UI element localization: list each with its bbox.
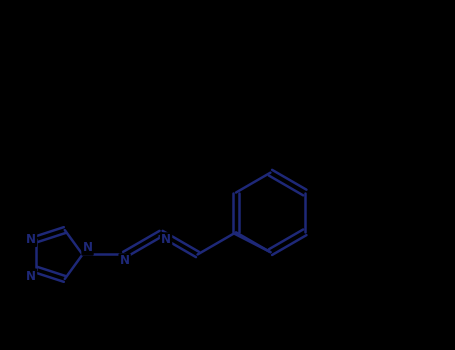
Text: N: N [26,270,36,282]
Text: N: N [82,241,92,254]
Text: N: N [26,233,36,246]
Text: N: N [120,254,130,267]
Text: N: N [161,233,171,246]
